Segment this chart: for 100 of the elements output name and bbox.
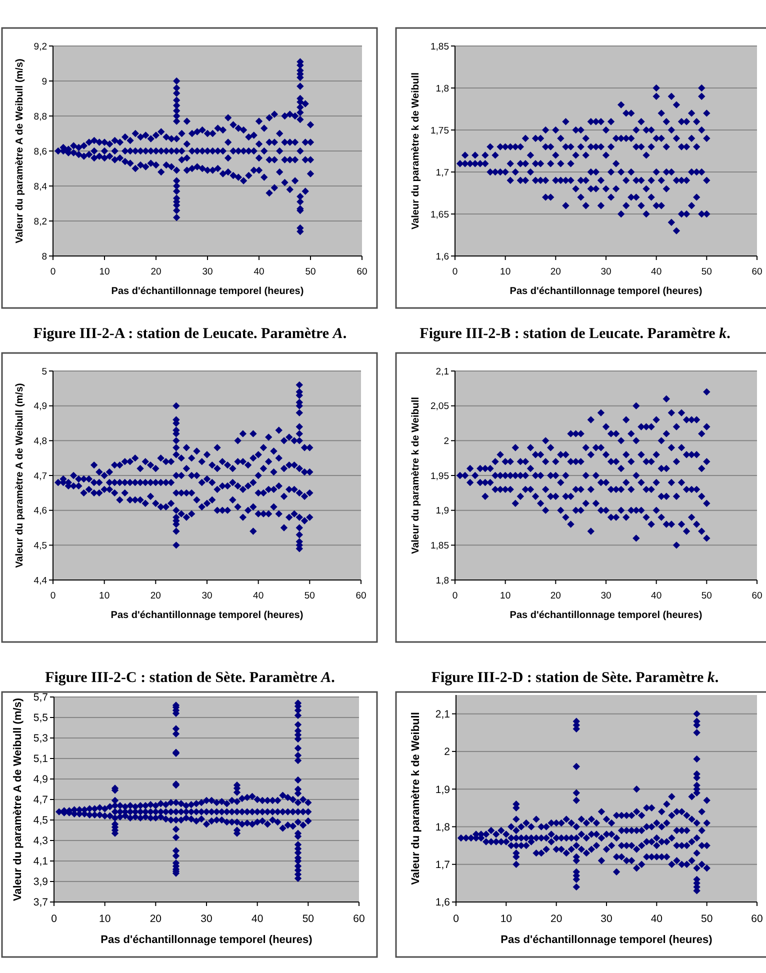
y-tick-label: 3,9 — [33, 876, 48, 888]
x-tick-label: 50 — [305, 266, 316, 278]
y-tick-label: 1,6 — [435, 896, 450, 909]
y-axis-title: Valeur du paramètre A de Weibull (m/s) — [14, 383, 26, 568]
y-tick-label: 4,7 — [33, 794, 48, 806]
x-tick-label: 30 — [600, 266, 612, 278]
y-tick-label: 4,8 — [34, 436, 47, 447]
y-tick-label: 1,8 — [436, 83, 449, 94]
x-tick-label: 50 — [701, 590, 712, 602]
x-tick-label: 10 — [500, 266, 511, 278]
x-tick-label: 60 — [751, 913, 763, 925]
x-tick-label: 60 — [752, 590, 762, 602]
y-tick-label: 2,1 — [435, 708, 450, 720]
x-axis-title: Pas d'échantillonnage temporel (heures) — [510, 610, 702, 621]
y-tick-label: 8,8 — [34, 111, 47, 122]
y-tick-label: 1,85 — [430, 540, 449, 552]
x-tick-label: 0 — [452, 590, 458, 602]
x-tick-label: 50 — [304, 590, 315, 602]
y-tick-label: 2,05 — [430, 401, 449, 412]
x-tick-label: 0 — [51, 913, 58, 925]
y-axis-title: Valeur du paramètre k de Weibull — [410, 712, 422, 885]
x-tick-label: 30 — [200, 913, 212, 925]
x-tick-label: 30 — [202, 590, 212, 602]
y-tick-label: 1,9 — [436, 506, 449, 517]
y-tick-label: 5,3 — [33, 732, 48, 745]
y-tick-label: 1,85 — [430, 41, 449, 52]
y-tick-label: 9 — [42, 76, 47, 88]
y-tick-label: 2,1 — [436, 366, 449, 378]
y-tick-label: 4,7 — [34, 470, 47, 482]
y-tick-label: 8,6 — [34, 146, 47, 158]
x-tick-label: 40 — [651, 590, 662, 602]
y-tick-label: 5 — [42, 366, 47, 378]
x-tick-label: 40 — [650, 913, 663, 925]
x-tick-label: 20 — [150, 913, 162, 925]
x-tick-label: 40 — [254, 266, 264, 278]
y-tick-label: 4,5 — [34, 540, 47, 552]
text: Figure III-2-A : station de Leucate. Paramètre A. — [33, 326, 347, 342]
text: Figure III-2-B : station de Leucate. Paramètre k. — [420, 326, 731, 342]
y-tick-label: 4,1 — [33, 856, 48, 868]
y-tick-label: 5,1 — [33, 753, 48, 766]
x-axis-title: Pas d'échantillonnage temporel (heures) — [100, 934, 313, 946]
x-axis-title: Pas d'échantillonnage temporel (heures) — [510, 286, 702, 297]
x-axis-title: Pas d'échantillonnage temporel (heures) — [110, 610, 304, 621]
x-tick-label: 0 — [50, 266, 56, 278]
y-tick-label: 4,4 — [34, 575, 47, 586]
y-tick-label: 4,6 — [34, 506, 47, 517]
x-tick-label: 20 — [150, 266, 162, 278]
y-axis-title: Valeur du paramètre k de Weibull — [410, 396, 422, 554]
x-tick-label: 50 — [302, 913, 314, 925]
y-tick-label: 1,7 — [435, 859, 450, 872]
y-tick-label: 8,4 — [34, 181, 47, 192]
x-tick-label: 0 — [452, 266, 458, 278]
y-tick-label: 4,5 — [33, 814, 48, 827]
y-tick-label: 4,9 — [33, 774, 48, 786]
x-tick-label: 60 — [356, 266, 368, 278]
y-tick-label: 1,9 — [435, 784, 450, 796]
y-tick-label: 1,65 — [430, 209, 449, 220]
y-tick-label: 1,75 — [430, 125, 449, 136]
y-tick-label: 2 — [444, 746, 450, 758]
x-tick-label: 30 — [202, 266, 213, 278]
text: Figure III-2-D : station de Sète. Paramètre k. — [431, 670, 719, 686]
y-axis-title: Valeur du paramètre A de Weibull (m/s) — [12, 698, 24, 902]
y-axis-title: Valeur du paramètre A de Weibull (m/s) — [14, 58, 26, 244]
y-tick-label: 1,8 — [436, 575, 449, 586]
x-tick-label: 50 — [701, 266, 712, 278]
x-tick-label: 30 — [600, 590, 612, 602]
y-tick-label: 8,2 — [34, 216, 47, 228]
x-tick-label: 60 — [752, 266, 762, 278]
x-tick-label: 30 — [600, 913, 612, 925]
x-tick-label: 10 — [99, 590, 110, 602]
x-tick-label: 40 — [651, 266, 662, 278]
x-tick-label: 50 — [700, 913, 713, 925]
y-tick-label: 5,7 — [33, 692, 48, 704]
x-tick-label: 20 — [550, 590, 561, 602]
y-tick-label: 5,5 — [33, 712, 48, 724]
y-axis-title: Valeur du paramètre k de Weibull — [410, 72, 422, 230]
x-tick-label: 60 — [356, 590, 366, 602]
y-tick-label: 4,3 — [33, 835, 48, 848]
text: Figure III-2-C : station de Sète. Paramètre A. — [45, 670, 336, 686]
x-axis-title: Pas d'échantillonnage temporel (heures) — [111, 286, 304, 297]
x-tick-label: 10 — [99, 266, 110, 278]
y-tick-label: 8 — [42, 251, 47, 262]
x-tick-label: 60 — [353, 913, 365, 925]
x-tick-label: 10 — [500, 590, 511, 602]
x-tick-label: 20 — [150, 590, 161, 602]
x-tick-label: 20 — [550, 266, 561, 278]
x-tick-label: 40 — [251, 913, 264, 925]
x-axis-title: Pas d'échantillonnage temporel (heures) — [500, 934, 713, 946]
y-tick-label: 2 — [444, 436, 449, 447]
y-tick-label: 3,7 — [33, 896, 48, 909]
y-tick-label: 4,9 — [34, 401, 47, 412]
x-tick-label: 0 — [50, 590, 56, 602]
y-tick-label: 1,8 — [435, 821, 450, 834]
x-tick-label: 10 — [98, 913, 111, 925]
y-tick-label: 9,2 — [34, 41, 47, 52]
x-tick-label: 0 — [453, 913, 460, 925]
y-tick-label: 1,95 — [430, 470, 449, 482]
y-tick-label: 1,7 — [436, 167, 449, 178]
x-tick-label: 10 — [500, 913, 512, 925]
x-tick-label: 40 — [253, 590, 264, 602]
